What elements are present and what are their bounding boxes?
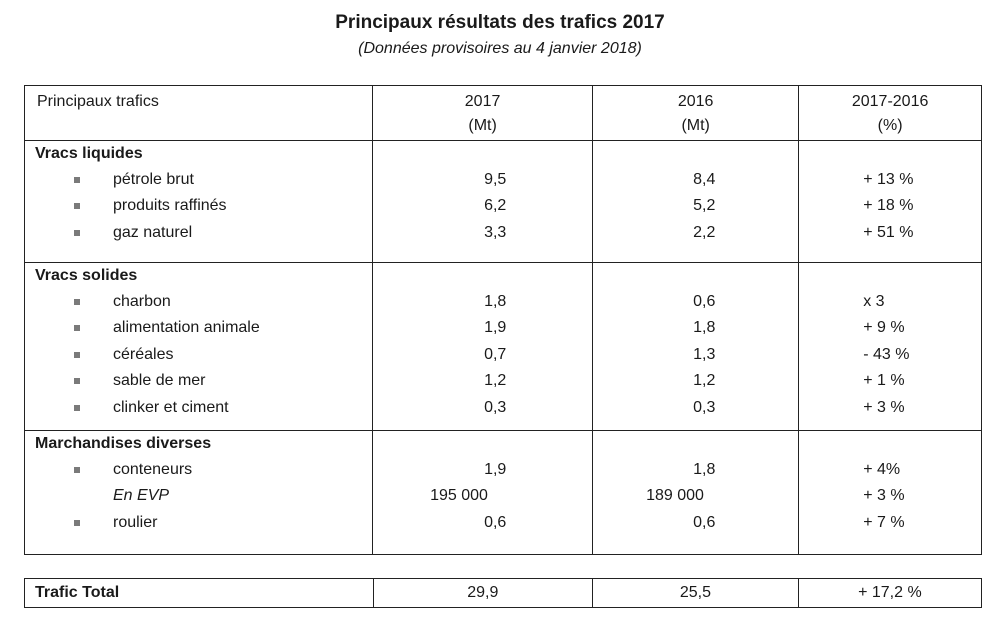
value-change: + 3 % bbox=[863, 398, 905, 416]
value-2017: 6,2 bbox=[484, 197, 507, 215]
value-2016: 5,2 bbox=[693, 197, 716, 215]
header-traffic: Principaux trafics bbox=[23, 85, 374, 141]
total-label: Trafic Total bbox=[24, 578, 374, 608]
header-2016-year: 2016 bbox=[677, 93, 714, 110]
header-2017: 2017 (Mt) bbox=[372, 85, 594, 141]
list-item: produits raffinés bbox=[25, 193, 372, 219]
value-change: x 3 bbox=[863, 293, 885, 310]
item-label: roulier bbox=[113, 513, 158, 531]
value-change: + 13 % bbox=[863, 171, 914, 188]
list-item: gaz naturel bbox=[25, 220, 372, 246]
value-change: + 9 % bbox=[863, 319, 905, 337]
header-2017-year: 2017 bbox=[464, 93, 501, 110]
total-row: Trafic Total 29,9 25,5 + 17,2 % bbox=[24, 578, 983, 608]
list-item: alimentation animale bbox=[25, 315, 372, 341]
bullet-icon bbox=[74, 378, 80, 385]
traffic-table: Principaux trafics 2017 (Mt) 2016 (Mt) 2… bbox=[23, 85, 982, 555]
header-2016-unit: (Mt) bbox=[681, 117, 710, 134]
section-title: Vracs liquides bbox=[35, 145, 143, 162]
value-2017: 1,8 bbox=[484, 293, 507, 310]
header-change-period: 2017-2016 bbox=[851, 93, 929, 110]
value-2017: 0,7 bbox=[484, 345, 507, 363]
item-label: alimentation animale bbox=[113, 319, 260, 337]
table-header-row: Principaux trafics 2017 (Mt) 2016 (Mt) 2… bbox=[23, 85, 982, 141]
page-title: Principaux résultats des trafics 2017 bbox=[335, 12, 665, 33]
value-2017: 0,6 bbox=[484, 513, 507, 531]
bullet-icon bbox=[74, 467, 80, 473]
header-2016: 2016 (Mt) bbox=[592, 85, 800, 141]
total-2017: 29,9 bbox=[372, 578, 594, 608]
section-title: Marchandises diverses bbox=[35, 435, 212, 452]
list-item: pétrole brut bbox=[25, 167, 372, 193]
value-2016: 1,8 bbox=[693, 319, 716, 337]
value-2016: 2,2 bbox=[693, 223, 716, 241]
list-item: roulier bbox=[25, 510, 372, 536]
total-change: + 17,2 % bbox=[797, 578, 983, 608]
value-2017: 3,3 bbox=[484, 223, 507, 241]
bullet-icon bbox=[74, 229, 80, 236]
item-label: gaz naturel bbox=[113, 223, 193, 241]
value-2017: 9,5 bbox=[484, 171, 507, 188]
page-subtitle: (Données provisoires au 4 janvier 2018) bbox=[358, 40, 642, 57]
item-label: céréales bbox=[113, 345, 174, 363]
bullet-icon bbox=[74, 404, 80, 411]
list-item: En EVP bbox=[25, 483, 372, 509]
bullet-icon bbox=[74, 299, 80, 305]
value-2017: 195 000 bbox=[430, 487, 488, 505]
value-change: - 43 % bbox=[863, 345, 910, 363]
item-label: En EVP bbox=[113, 487, 170, 505]
header-2017-unit: (Mt) bbox=[468, 117, 497, 134]
value-2017: 1,9 bbox=[484, 461, 507, 478]
value-2016: 0,3 bbox=[693, 398, 716, 416]
bullet-icon bbox=[74, 203, 80, 210]
item-label: conteneurs bbox=[113, 461, 193, 478]
item-label: charbon bbox=[113, 293, 171, 310]
list-item: sable de mer bbox=[25, 368, 372, 394]
bullet-icon bbox=[74, 519, 80, 526]
value-2016: 8,4 bbox=[693, 171, 716, 188]
item-label: sable de mer bbox=[113, 372, 206, 390]
item-label: produits raffinés bbox=[113, 197, 227, 215]
value-change: + 51 % bbox=[863, 223, 914, 241]
bullet-icon bbox=[74, 177, 80, 183]
value-change: + 4% bbox=[863, 461, 901, 478]
value-2017: 1,9 bbox=[484, 319, 507, 337]
value-change: + 3 % bbox=[863, 487, 905, 505]
value-2016: 0,6 bbox=[693, 293, 716, 310]
section-row: Vracs solides charbon alimentation anima… bbox=[23, 262, 982, 431]
section-title: Vracs solides bbox=[35, 267, 138, 284]
section-row: Marchandises diverses conteneurs En EVP … bbox=[23, 430, 982, 555]
header-change: 2017-2016 (%) bbox=[798, 85, 982, 141]
value-change: + 18 % bbox=[863, 197, 914, 215]
total-table: Trafic Total 29,9 25,5 + 17,2 % bbox=[24, 578, 983, 608]
header-traffic-label: Principaux trafics bbox=[37, 93, 159, 110]
item-label: pétrole brut bbox=[113, 171, 194, 188]
value-2017: 0,3 bbox=[484, 398, 507, 416]
bullet-icon bbox=[74, 351, 80, 358]
list-item: céréales bbox=[25, 342, 372, 368]
value-2017: 1,2 bbox=[484, 372, 507, 390]
value-change: + 7 % bbox=[863, 513, 905, 531]
total-2016: 25,5 bbox=[592, 578, 799, 608]
value-2016: 189 000 bbox=[646, 487, 704, 505]
value-2016: 1,3 bbox=[693, 345, 716, 363]
value-2016: 0,6 bbox=[693, 513, 716, 531]
list-item: conteneurs bbox=[25, 457, 372, 483]
list-item: charbon bbox=[25, 289, 372, 315]
value-2016: 1,8 bbox=[693, 461, 716, 478]
list-item: clinker et ciment bbox=[25, 395, 372, 421]
value-2016: 1,2 bbox=[693, 372, 716, 390]
item-label: clinker et ciment bbox=[113, 398, 229, 416]
section-row: Vracs liquides pétrole brut produits raf… bbox=[23, 140, 982, 263]
header-change-unit: (%) bbox=[877, 117, 903, 134]
bullet-icon bbox=[74, 325, 80, 332]
value-change: + 1 % bbox=[863, 372, 905, 390]
